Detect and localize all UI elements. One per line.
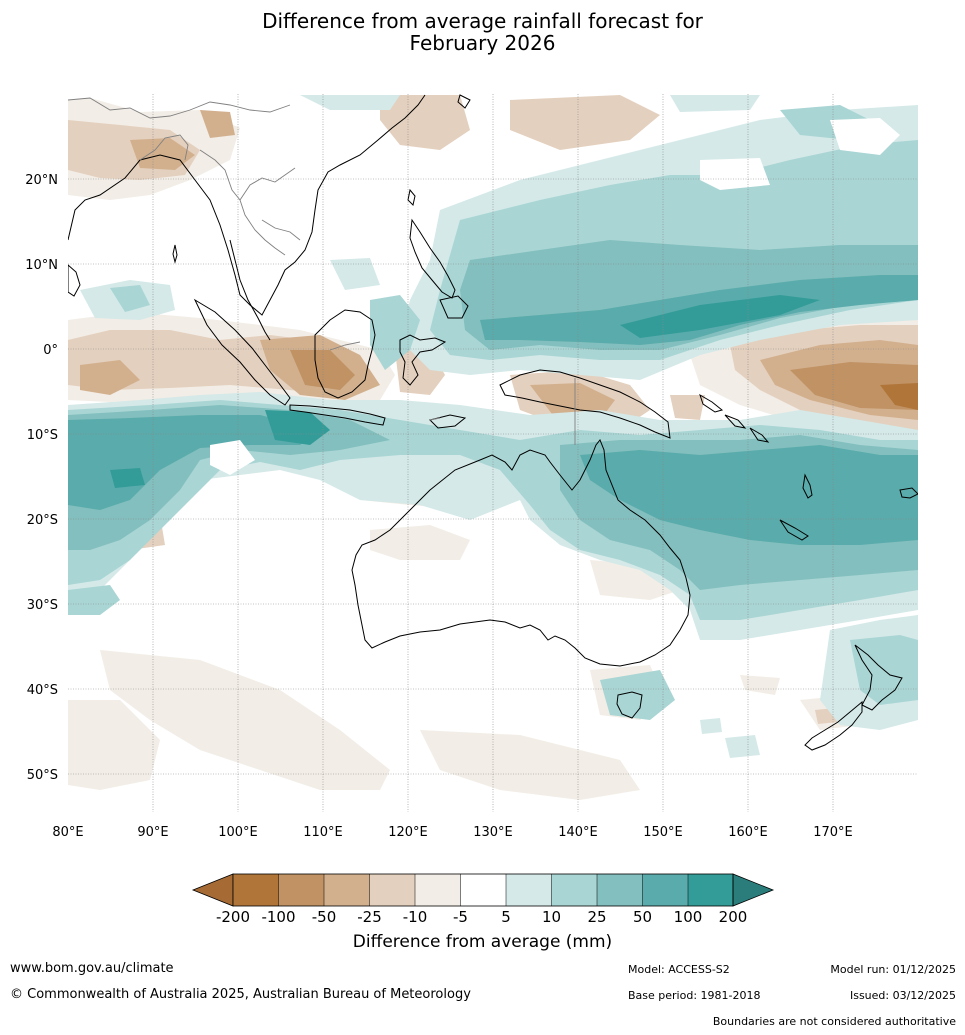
graticule [68, 94, 918, 812]
lon-tick: 110°E [303, 825, 343, 840]
lat-tick: 10°S [27, 428, 58, 443]
colorbar-label: -10 [403, 908, 428, 926]
colorbar: -200 -100 -50 -25 -10 -5 5 10 25 50 100 … [191, 873, 775, 926]
model-run-date: Model run: 01/12/2025 [830, 963, 956, 976]
lat-tick: 20°N [25, 173, 58, 188]
australia-coastline [351, 439, 691, 667]
lon-tick: 170°E [813, 825, 853, 840]
borneo-coastline [314, 309, 376, 399]
lat-tick: 50°S [27, 768, 58, 783]
wet-anomaly-layer [68, 95, 918, 758]
colorbar-title: Difference from average (mm) [352, 932, 613, 952]
lon-tick: 80°E [52, 825, 83, 840]
colorbar-label: 10 [542, 908, 561, 926]
colorbar-swatch [688, 874, 733, 906]
website-link[interactable]: www.bom.gov.au/climate [10, 961, 174, 976]
lon-tick: 130°E [473, 825, 513, 840]
colorbar-label: 25 [587, 908, 606, 926]
sumatra-coastline [193, 298, 291, 406]
model-name: Model: ACCESS-S2 [628, 963, 730, 976]
japan-coastline [457, 94, 471, 109]
map-title: Difference from average rainfall forecas… [0, 10, 965, 54]
colorbar-swatch [233, 874, 279, 906]
neutral-zones [210, 118, 900, 475]
colorbar-label: -25 [357, 908, 382, 926]
new-caledonia-coastline [779, 519, 809, 541]
solomon-islands-coastline [699, 393, 770, 443]
asia-mainland-coastline [68, 94, 426, 316]
colorbar-low-extend [191, 873, 234, 907]
lat-tick: 30°S [27, 598, 58, 613]
sri-lanka-coastline [68, 264, 81, 297]
new-zealand-south-coastline [804, 700, 863, 751]
colorbar-high-extend [732, 873, 775, 907]
latitude-tick-labels: 20°N 10°N 0° 10°S 20°S 30°S 40°S 50°S [25, 173, 58, 783]
boundaries-disclaimer: Boundaries are not considered authoritat… [712, 1015, 956, 1028]
map-panel [68, 94, 918, 812]
longitude-tick-labels: 80°E 90°E 100°E 110°E 120°E 130°E 140°E … [52, 825, 852, 840]
colorbar-label: -200 [216, 908, 250, 926]
title-line-2: February 2026 [409, 31, 556, 55]
lat-tick: 20°S [27, 513, 58, 528]
colorbar-label: -50 [312, 908, 337, 926]
colorbar-swatch [551, 874, 597, 906]
java-coastline [289, 404, 386, 426]
colorbar-swatch [369, 874, 415, 906]
title-line-1: Difference from average rainfall forecas… [262, 9, 703, 33]
base-period: Base period: 1981-2018 [628, 989, 761, 1002]
lat-tick: 0° [43, 343, 58, 358]
lon-tick: 100°E [218, 825, 258, 840]
colorbar-label: 200 [719, 908, 748, 926]
lat-tick: 40°S [27, 683, 58, 698]
philippines-coastline [409, 218, 456, 299]
lon-tick: 120°E [388, 825, 428, 840]
new-zealand-north-coastline [854, 644, 903, 711]
colorbar-swatch [642, 874, 688, 906]
lon-tick: 160°E [728, 825, 768, 840]
colorbar-label: 50 [633, 908, 652, 926]
country-borders [68, 97, 576, 445]
colorbar-label: -100 [261, 908, 295, 926]
coastlines [68, 94, 918, 751]
andaman-islands-coastline [172, 244, 178, 264]
vanuatu-coastline [802, 473, 813, 499]
lon-tick: 90°E [137, 825, 168, 840]
tasmania-coastline [616, 691, 643, 719]
colorbar-swatch [278, 874, 324, 906]
colorbar-swatch [460, 874, 506, 906]
copyright-text: © Commonwealth of Australia 2025, Austra… [10, 987, 471, 1002]
malay-peninsula-coastline [229, 239, 271, 341]
colorbar-label: 5 [501, 908, 511, 926]
colorbar-label: -5 [453, 908, 468, 926]
lat-tick: 10°N [25, 258, 58, 273]
lon-tick: 150°E [643, 825, 683, 840]
lon-tick: 140°E [558, 825, 598, 840]
fiji-coastline [899, 487, 918, 499]
mindanao-coastline [439, 295, 469, 319]
colorbar-swatch [506, 874, 552, 906]
issued-date: Issued: 03/12/2025 [849, 989, 956, 1002]
colorbar-swatch [415, 874, 461, 906]
colorbar-label: 100 [674, 908, 703, 926]
taiwan-coastline [407, 188, 416, 206]
colorbar-swatch [597, 874, 643, 906]
new-guinea-coastline [499, 369, 671, 439]
timor-coastline [429, 414, 467, 429]
colorbar-swatch [324, 874, 370, 906]
sulawesi-coastline [399, 334, 447, 386]
